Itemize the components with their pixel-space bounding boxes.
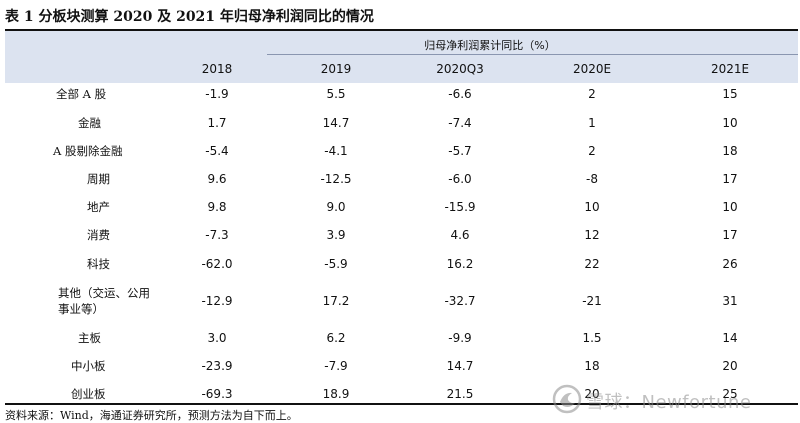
table-cell: 15 [722,87,738,101]
table-cell: -12.9 [201,294,233,308]
table-header: 归母净利润累计同比（%） 2018 2019 2020Q3 2020E 2021… [5,31,798,83]
table-cell: -32.7 [444,294,476,308]
table-row: 科技 -62.0 -5.9 16.2 22 26 [5,257,798,286]
table-cell: 3.0 [207,331,227,345]
table-cell: 1.5 [582,331,602,345]
row-label: 周期 [87,172,110,186]
table-row: 主板 3.0 6.2 -9.9 1.5 14 [5,331,798,360]
table-cell: 5.5 [326,87,346,101]
table-cell: 14.7 [446,359,474,373]
row-label: 主板 [78,331,101,345]
table-cell: 2 [588,87,596,101]
column-header-2019: 2019 [320,62,352,76]
row-label: 创业板 [71,387,106,401]
watermark: 雪球：Newfortune [552,384,792,414]
row-label: 中小板 [71,359,106,373]
table-cell: 4.6 [450,228,470,242]
row-label: 科技 [87,257,110,271]
table-row: 全部 A 股 -1.9 5.5 -6.6 2 15 [5,87,798,116]
table-cell: 3.9 [326,228,346,242]
table-cell: -7.4 [448,116,472,130]
column-header-2018: 2018 [201,62,233,76]
table-cell: 16.2 [446,257,474,271]
table-row: 金融 1.7 14.7 -7.4 1 10 [5,116,798,145]
table-row: 创业板 -69.3 18.9 21.5 20 25 [5,387,798,403]
table-cell: -9.9 [448,331,472,345]
table-cell: -7.3 [205,228,229,242]
table-cell: -8 [586,172,598,186]
table-row: A 股剔除金融 -5.4 -4.1 -5.7 2 18 [5,144,798,173]
row-label: 地产 [87,200,110,214]
table-cell: 26 [722,257,738,271]
table-cell: 18 [722,144,738,158]
table-cell: 18 [584,359,600,373]
table-cell: 18.9 [322,387,350,401]
table-cell: -5.7 [448,144,472,158]
table-body: 全部 A 股 -1.9 5.5 -6.6 2 15 金融 1.7 14.7 -7… [5,83,798,403]
table-cell: -4.1 [324,144,348,158]
table-cell: 1.7 [207,116,227,130]
table-cell: 25 [722,387,738,401]
table-cell: -62.0 [201,257,233,271]
table-cell: 2 [588,144,596,158]
table-title-bar: 表 1 分板块测算 2020 及 2021 年归母净利润同比的情况 [0,0,800,31]
table-cell: 10 [584,200,600,214]
table-cell: 31 [722,294,738,308]
table-cell: 21.5 [446,387,474,401]
table-cell: 12 [584,228,600,242]
row-label: 其他（交运、公用 [58,286,150,300]
table-bottom-divider [5,403,798,405]
table-cell: -12.5 [320,172,352,186]
table-cell: -6.6 [448,87,472,101]
table-cell: 17 [722,228,738,242]
table-cell: 9.0 [326,200,346,214]
table-cell: 17.2 [322,294,350,308]
table-cell: 6.2 [326,331,346,345]
row-label-continued: 事业等） [58,302,104,316]
table-cell: -69.3 [201,387,233,401]
row-label: A 股剔除金融 [53,144,123,158]
table-cell: 9.6 [207,172,227,186]
table-cell: 20 [584,387,600,401]
watermark-text: 雪球：Newfortune [586,392,752,413]
table-row: 中小板 -23.9 -7.9 14.7 18 20 [5,359,798,388]
title-divider [5,29,798,31]
table-cell: 10 [722,200,738,214]
column-header-2021e: 2021E [710,62,750,76]
table-cell: 1 [588,116,596,130]
row-label: 全部 A 股 [56,87,107,101]
table-row: 消费 -7.3 3.9 4.6 12 17 [5,228,798,257]
snowball-logo-icon [552,384,582,414]
group-header-underline [267,54,798,55]
row-label: 消费 [87,228,110,242]
table-row: 周期 9.6 -12.5 -6.0 -8 17 [5,172,798,201]
source-note: 资料来源：Wind，海通证券研究所，预测方法为自下而上。 [5,409,298,422]
column-header-2020e: 2020E [572,62,612,76]
table-cell: -1.9 [205,87,229,101]
table-cell: 17 [722,172,738,186]
row-label: 金融 [78,116,101,130]
table-cell: 9.8 [207,200,227,214]
table-row: 其他（交运、公用 事业等） -12.9 17.2 -32.7 -21 31 [5,285,798,323]
table-cell: -21 [582,294,602,308]
table-cell: -15.9 [444,200,476,214]
table-cell: 22 [584,257,600,271]
column-header-2020q3: 2020Q3 [436,62,484,76]
table-cell: 20 [722,359,738,373]
table-cell: 14.7 [322,116,350,130]
table-cell: -5.4 [205,144,229,158]
table-title: 表 1 分板块测算 2020 及 2021 年归母净利润同比的情况 [5,9,374,25]
table-cell: -7.9 [324,359,348,373]
column-headers: 2018 2019 2020Q3 2020E 2021E [5,62,798,80]
table-cell: -5.9 [324,257,348,271]
table-cell: 10 [722,116,738,130]
table-cell: -23.9 [201,359,233,373]
table-cell: 14 [722,331,738,345]
table-row: 地产 9.8 9.0 -15.9 10 10 [5,200,798,229]
table-cell: -6.0 [448,172,472,186]
group-header-label: 归母净利润累计同比（%） [424,39,556,52]
